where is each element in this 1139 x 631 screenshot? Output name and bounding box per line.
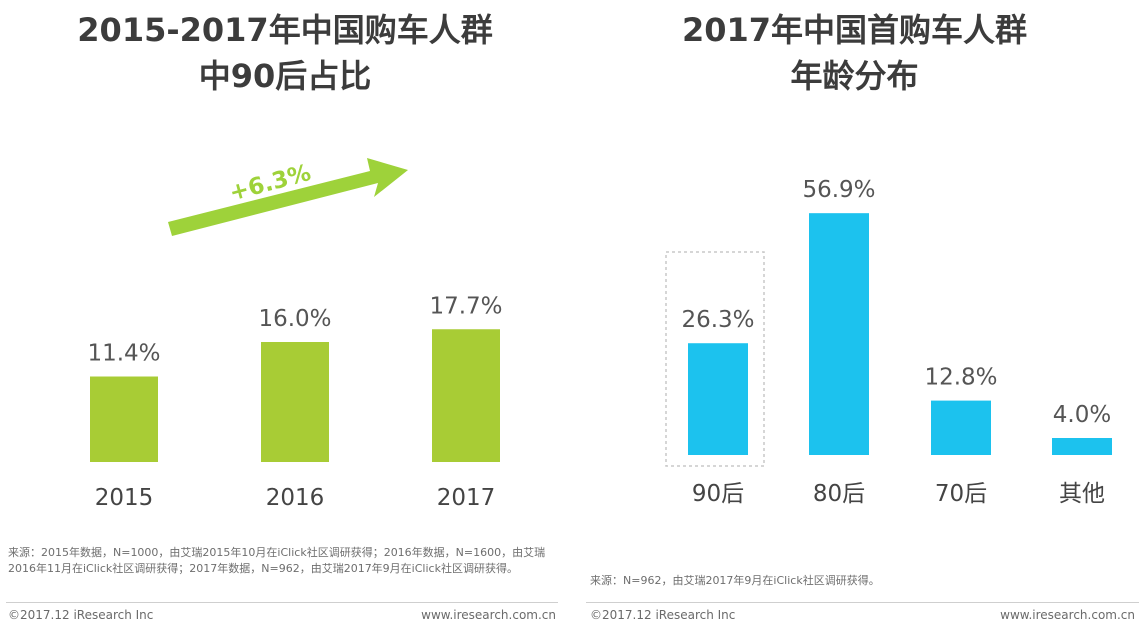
category-label-others: 其他 bbox=[1059, 481, 1105, 507]
bar-post-80s bbox=[809, 213, 869, 455]
bar-post-70s bbox=[931, 400, 991, 455]
category-label-post-90s: 90后 bbox=[692, 481, 744, 507]
right-footer-copyright: ©2017.12 iResearch Inc bbox=[590, 608, 736, 622]
right-source-note: 来源：N=962，由艾瑞2017年9月在iClick社区调研获得。 bbox=[590, 574, 880, 587]
left-chart-title-line1: 2015-2017年中国购车人群 bbox=[77, 11, 493, 49]
right-panel: 2017年中国首购车人群 年龄分布 26.3% 90后 56.9% 80后 12.8% 7… bbox=[570, 0, 1139, 631]
left-footer-divider bbox=[6, 602, 558, 603]
bar-2016 bbox=[261, 342, 329, 462]
bar-others bbox=[1052, 438, 1112, 455]
value-label-post-90s: 26.3% bbox=[681, 307, 754, 333]
bar-2017 bbox=[432, 329, 500, 462]
highlight-box-post-90s bbox=[665, 251, 765, 467]
right-chart-title-line2: 年龄分布 bbox=[790, 57, 919, 95]
bar-post-90s bbox=[688, 343, 748, 455]
left-source-note: 来源：2015年数据，N=1000，由艾瑞2015年10月在iClick社区调研… bbox=[8, 546, 546, 575]
right-footer-divider bbox=[586, 602, 1139, 603]
value-label-post-70s: 12.8% bbox=[924, 365, 997, 391]
category-label-post-80s: 80后 bbox=[813, 481, 865, 507]
left-footer-url: www.iresearch.com.cn bbox=[421, 608, 556, 622]
right-chart-title-line1: 2017年中国首购车人群 bbox=[681, 11, 1028, 49]
category-label-2016: 2016 bbox=[266, 485, 325, 511]
left-panel: 2015-2017年中国购车人群 中90后占比 +6.3% 11.4% 2015 1… bbox=[6, 11, 558, 622]
left-chart-title-line2: 中90后占比 bbox=[198, 57, 372, 95]
growth-arrow bbox=[168, 158, 408, 236]
value-label-others: 4.0% bbox=[1053, 402, 1111, 428]
value-label-2016: 16.0% bbox=[258, 306, 331, 332]
category-label-2017: 2017 bbox=[437, 485, 496, 511]
value-label-post-80s: 56.9% bbox=[802, 177, 875, 203]
bar-2015 bbox=[90, 376, 158, 462]
category-label-2015: 2015 bbox=[95, 485, 154, 511]
value-label-2015: 11.4% bbox=[87, 341, 160, 367]
left-footer-copyright: ©2017.12 iResearch Inc bbox=[8, 608, 154, 622]
right-footer-url: www.iresearch.com.cn bbox=[1000, 608, 1135, 622]
right-bar-chart: 26.3% 90后 56.9% 80后 12.8% 70后 4.0% 其他 bbox=[665, 177, 1112, 507]
category-label-post-70s: 70后 bbox=[935, 481, 987, 507]
value-label-2017: 17.7% bbox=[429, 293, 502, 319]
